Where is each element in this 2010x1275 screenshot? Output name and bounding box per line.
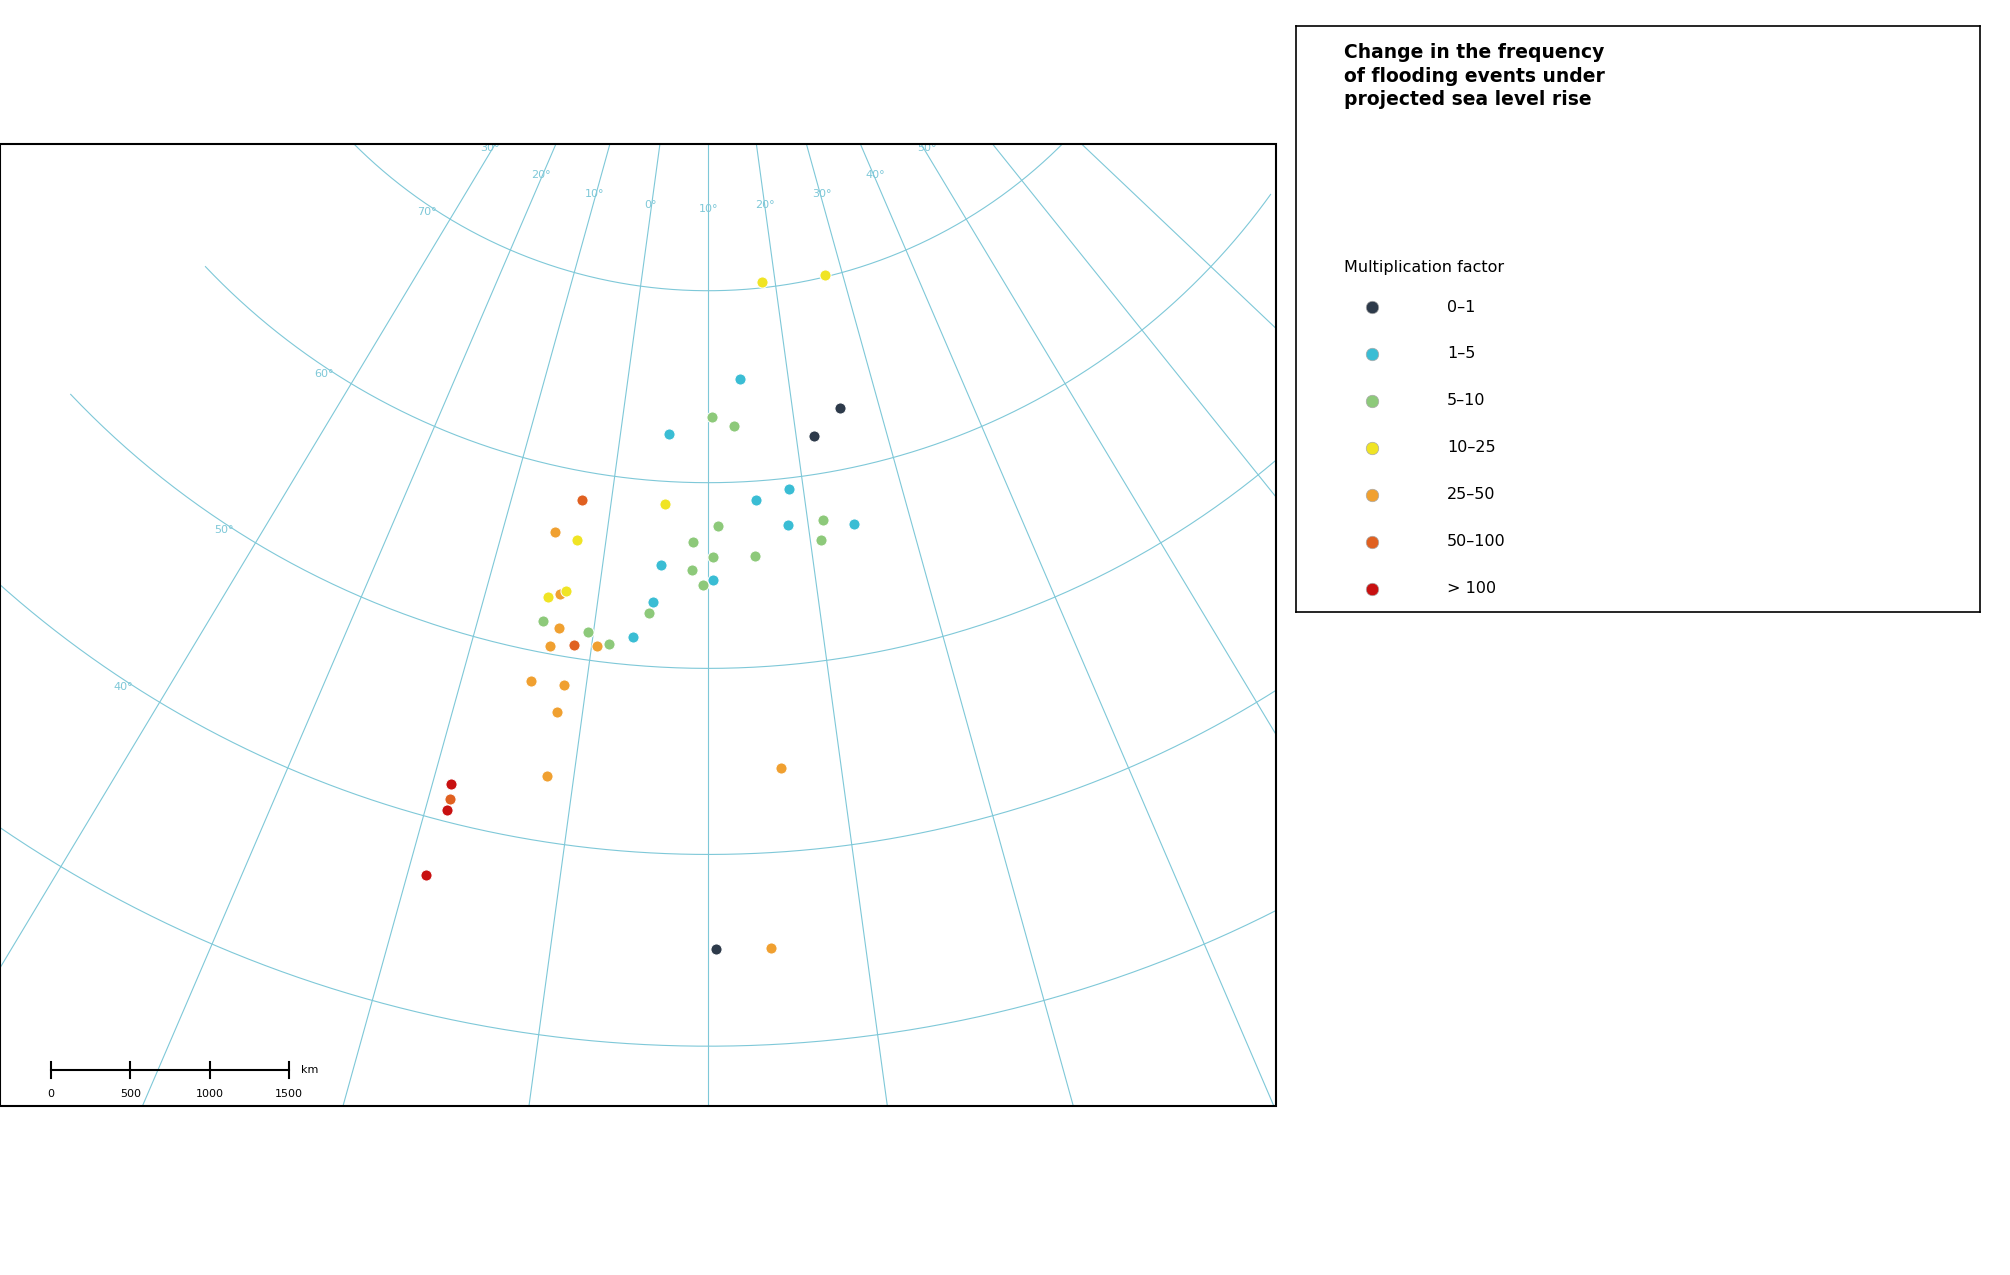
Text: Multiplication factor: Multiplication factor: [1345, 260, 1503, 275]
Text: 50°: 50°: [917, 143, 937, 153]
Text: 1500: 1500: [275, 1089, 304, 1099]
Text: 40°: 40°: [115, 682, 133, 692]
Text: 20°: 20°: [756, 200, 776, 210]
Text: 10–25: 10–25: [1447, 440, 1495, 455]
Text: km: km: [302, 1065, 318, 1075]
Text: 1000: 1000: [195, 1089, 223, 1099]
Text: > 100: > 100: [1447, 581, 1495, 595]
Text: 50–100: 50–100: [1447, 534, 1505, 550]
Text: Change in the frequency
of flooding events under
projected sea level rise: Change in the frequency of flooding even…: [1345, 43, 1606, 110]
Text: 5–10: 5–10: [1447, 394, 1485, 408]
Text: 50°: 50°: [215, 525, 233, 536]
Text: 20°: 20°: [531, 170, 551, 180]
Text: 60°: 60°: [314, 368, 334, 379]
Text: 30°: 30°: [812, 189, 832, 199]
Text: 70°: 70°: [418, 207, 436, 217]
Text: 0°: 0°: [645, 200, 657, 210]
Text: 500: 500: [121, 1089, 141, 1099]
Text: 10°: 10°: [585, 189, 605, 199]
Text: 0–1: 0–1: [1447, 300, 1475, 315]
Text: 1–5: 1–5: [1447, 347, 1475, 361]
Text: 25–50: 25–50: [1447, 487, 1495, 502]
Text: 10°: 10°: [697, 204, 718, 214]
Text: 40°: 40°: [866, 170, 886, 180]
Text: 0: 0: [48, 1089, 54, 1099]
Text: 30°: 30°: [480, 143, 498, 153]
